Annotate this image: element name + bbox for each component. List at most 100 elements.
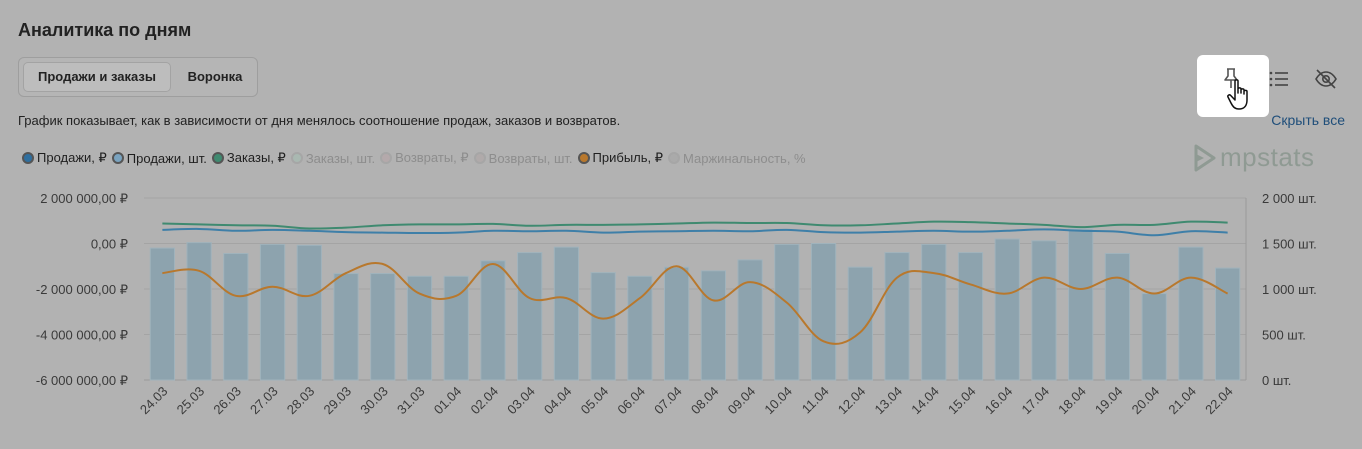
x-tick-label: 29.03 bbox=[321, 384, 355, 418]
bar bbox=[186, 242, 212, 381]
sales-rub-line bbox=[162, 227, 1228, 237]
y-left-tick-label: 0,00 ₽ bbox=[91, 237, 128, 252]
legend-item-sales-pcs[interactable]: Продажи, шт. bbox=[111, 150, 207, 166]
bar bbox=[700, 270, 726, 381]
x-tick-label: 19.04 bbox=[1092, 384, 1126, 418]
legend-label: Возвраты, ₽ bbox=[395, 150, 469, 165]
list-icon bbox=[1269, 71, 1288, 87]
x-tick-label: 03.04 bbox=[504, 384, 538, 418]
x-tick-label: 22.04 bbox=[1202, 384, 1236, 418]
legend-dot bbox=[111, 152, 124, 164]
bar bbox=[957, 252, 984, 381]
legend-item-returns-rub[interactable]: Возвраты, ₽ bbox=[380, 150, 469, 166]
legend-item-sales-rub[interactable]: Продажи, ₽ bbox=[22, 150, 107, 166]
legend-item-profit[interactable]: Прибыль, ₽ bbox=[577, 150, 664, 166]
bar bbox=[370, 273, 396, 381]
y-left-tick-label: 2 000 000,00 ₽ bbox=[40, 191, 128, 206]
legend-label: Продажи, шт. bbox=[126, 150, 207, 166]
x-tick-label: 14.04 bbox=[908, 384, 942, 418]
y-left-tick-label: -4 000 000,00 ₽ bbox=[36, 328, 128, 343]
hide-chart-button[interactable] bbox=[1313, 66, 1339, 92]
legend-label: Продажи, ₽ bbox=[37, 150, 107, 165]
bar bbox=[664, 266, 690, 381]
x-tick-label: 05.04 bbox=[578, 384, 612, 418]
logo-text: mpstats bbox=[1220, 142, 1315, 172]
bar bbox=[517, 252, 543, 381]
chart-tabs: Продажи и заказы Воронка bbox=[18, 57, 258, 97]
legend-dot bbox=[290, 152, 303, 164]
bar bbox=[443, 275, 469, 381]
x-tick-label: 24.03 bbox=[137, 384, 171, 418]
legend-item-returns-pcs[interactable]: Возвраты, шт. bbox=[473, 150, 573, 166]
x-tick-label: 26.03 bbox=[210, 384, 244, 418]
legend-dot bbox=[668, 152, 681, 164]
bar bbox=[921, 243, 947, 381]
y-left-tick-label: -6 000 000,00 ₽ bbox=[36, 373, 128, 388]
y-right-tick-label: 0 шт. bbox=[1262, 373, 1291, 388]
bar bbox=[553, 246, 580, 381]
legend-dot bbox=[380, 152, 393, 164]
chart-legend: Продажи, ₽ Продажи, шт. Заказы, ₽ Заказы… bbox=[22, 150, 808, 166]
legend-label: Заказы, ₽ bbox=[226, 150, 286, 165]
legend-label: Прибыль, ₽ bbox=[592, 150, 664, 165]
bar bbox=[1068, 228, 1094, 381]
bar bbox=[296, 244, 322, 381]
x-tick-label: 30.03 bbox=[357, 384, 391, 418]
bar bbox=[1031, 240, 1057, 381]
page-title: Аналитика по дням bbox=[18, 20, 192, 40]
bar bbox=[149, 247, 175, 381]
x-tick-label: 16.04 bbox=[982, 384, 1016, 418]
tab-sales-orders[interactable]: Продажи и заказы bbox=[23, 62, 171, 92]
pin-icon bbox=[1224, 68, 1238, 88]
y-right-tick-label: 1 000 шт. bbox=[1262, 282, 1317, 297]
x-tick-label: 08.04 bbox=[688, 384, 722, 418]
x-tick-label: 17.04 bbox=[1018, 384, 1052, 418]
tab-funnel[interactable]: Воронка bbox=[187, 69, 243, 84]
legend-item-orders-pcs[interactable]: Заказы, шт. bbox=[290, 150, 376, 166]
x-tick-label: 10.04 bbox=[761, 384, 795, 418]
legend-dot bbox=[22, 152, 34, 164]
x-tick-label: 04.04 bbox=[541, 384, 575, 418]
bar bbox=[737, 259, 763, 381]
pin-button[interactable] bbox=[1218, 66, 1244, 92]
y-right-tick-label: 1 500 шт. bbox=[1262, 237, 1317, 252]
bar bbox=[810, 243, 837, 381]
x-tick-label: 21.04 bbox=[1165, 384, 1199, 418]
y-left-tick-label: -2 000 000,00 ₽ bbox=[36, 282, 128, 297]
legend-label: Заказы, шт. bbox=[305, 150, 376, 166]
bar bbox=[590, 272, 616, 381]
bar bbox=[1104, 253, 1131, 381]
pointer-hand bbox=[1226, 78, 1256, 112]
bar bbox=[994, 238, 1020, 381]
profit-line bbox=[162, 262, 1229, 345]
x-tick-label: 01.04 bbox=[431, 384, 465, 418]
x-tick-label: 09.04 bbox=[725, 384, 759, 418]
bar bbox=[223, 253, 249, 381]
eye-off-icon bbox=[1315, 69, 1337, 89]
legend-label: Возвраты, шт. bbox=[488, 150, 573, 166]
bar bbox=[406, 275, 433, 381]
legend-item-margin[interactable]: Маржинальность, % bbox=[668, 151, 806, 166]
x-tick-label: 27.03 bbox=[247, 384, 281, 418]
list-button[interactable] bbox=[1266, 66, 1292, 92]
bar bbox=[627, 275, 653, 381]
bar bbox=[480, 260, 506, 381]
x-tick-label: 07.04 bbox=[651, 384, 685, 418]
x-tick-label: 18.04 bbox=[1055, 384, 1089, 418]
chart-description: График показывает, как в зависимости от … bbox=[18, 113, 621, 128]
mpstats-logo-mark-icon bbox=[1194, 144, 1216, 171]
y-right-tick-label: 2 000 шт. bbox=[1262, 191, 1317, 206]
x-tick-label: 25.03 bbox=[174, 384, 208, 418]
legend-dot bbox=[577, 152, 590, 164]
mpstats-logo: mpstats bbox=[1194, 142, 1315, 173]
x-tick-label: 15.04 bbox=[945, 384, 979, 418]
bar bbox=[1141, 293, 1167, 381]
x-tick-label: 12.04 bbox=[835, 384, 869, 418]
x-tick-label: 20.04 bbox=[1129, 384, 1163, 418]
x-tick-label: 11.04 bbox=[799, 384, 832, 417]
hide-all-link[interactable]: Скрыть все bbox=[1271, 112, 1345, 128]
bar bbox=[847, 266, 873, 381]
legend-item-orders-rub[interactable]: Заказы, ₽ bbox=[211, 150, 286, 166]
x-tick-label: 13.04 bbox=[872, 384, 906, 418]
